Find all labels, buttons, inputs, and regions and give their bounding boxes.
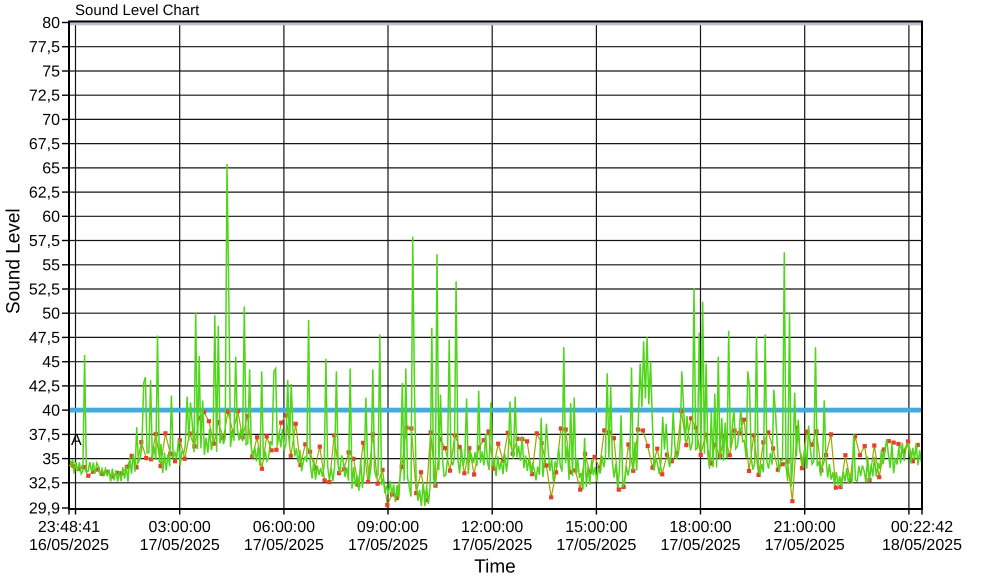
svg-text:47,5: 47,5 (29, 330, 60, 347)
svg-text:29,9: 29,9 (29, 500, 60, 517)
svg-text:80: 80 (42, 15, 60, 32)
svg-text:21:00:00: 21:00:00 (774, 519, 836, 536)
svg-text:65: 65 (42, 160, 60, 177)
svg-text:Sound Level: Sound Level (4, 208, 25, 314)
svg-text:17/05/2025: 17/05/2025 (140, 537, 220, 554)
svg-text:32,5: 32,5 (29, 475, 60, 492)
svg-text:40: 40 (42, 403, 60, 420)
svg-text:35: 35 (42, 451, 60, 468)
svg-text:55: 55 (42, 257, 60, 274)
svg-text:62,5: 62,5 (29, 185, 60, 202)
svg-text:06:00:00: 06:00:00 (253, 519, 315, 536)
svg-text:03:00:00: 03:00:00 (149, 519, 211, 536)
svg-text:17/05/2025: 17/05/2025 (348, 537, 428, 554)
svg-text:75: 75 (42, 63, 60, 80)
svg-text:77,5: 77,5 (29, 39, 60, 56)
svg-text:17/05/2025: 17/05/2025 (452, 537, 532, 554)
svg-text:Time: Time (474, 556, 516, 577)
svg-text:18:00:00: 18:00:00 (669, 519, 731, 536)
svg-text:42,5: 42,5 (29, 378, 60, 395)
svg-text:52,5: 52,5 (29, 281, 60, 298)
svg-text:70: 70 (42, 112, 60, 129)
svg-text:45: 45 (42, 354, 60, 371)
svg-text:37,5: 37,5 (29, 427, 60, 444)
svg-text:00:22:42: 00:22:42 (891, 519, 953, 536)
svg-text:23:48:41: 23:48:41 (38, 519, 100, 536)
svg-text:18/05/2025: 18/05/2025 (882, 537, 962, 554)
svg-text:17/05/2025: 17/05/2025 (660, 537, 740, 554)
svg-text:12:00:00: 12:00:00 (461, 519, 523, 536)
svg-text:72,5: 72,5 (29, 88, 60, 105)
svg-text:16/05/2025: 16/05/2025 (29, 537, 109, 554)
svg-text:17/05/2025: 17/05/2025 (556, 537, 636, 554)
svg-text:A: A (71, 432, 82, 449)
svg-text:09:00:00: 09:00:00 (357, 519, 419, 536)
svg-text:15:00:00: 15:00:00 (565, 519, 627, 536)
svg-text:57,5: 57,5 (29, 233, 60, 250)
svg-text:50: 50 (42, 306, 60, 323)
svg-text:67,5: 67,5 (29, 136, 60, 153)
svg-text:17/05/2025: 17/05/2025 (765, 537, 845, 554)
svg-text:Sound Level Chart: Sound Level Chart (75, 2, 200, 19)
svg-text:17/05/2025: 17/05/2025 (244, 537, 324, 554)
svg-text:60: 60 (42, 209, 60, 226)
